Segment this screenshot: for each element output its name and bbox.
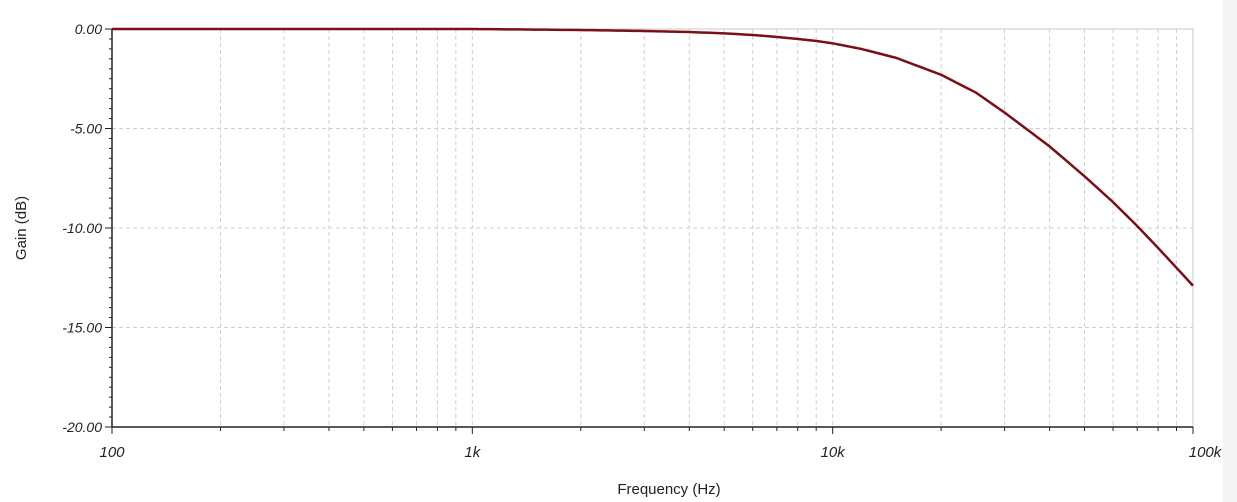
y-tick-label: -15.00 <box>62 320 102 336</box>
x-tick-label: 100k <box>1189 444 1223 461</box>
tick-labels: 0.00 -5.00 -10.00 -15.00 -20.00 100 1k 10k 100k <box>62 21 1222 461</box>
axes <box>105 28 1194 434</box>
scrollbar-track[interactable] <box>1223 0 1237 502</box>
x-tick-label: 100 <box>99 444 125 461</box>
y-tick-label: -10.00 <box>62 220 102 236</box>
series-line <box>112 27 1194 287</box>
y-tick-label: -5.00 <box>70 121 102 137</box>
y-axis-title: Gain (dB) <box>13 196 30 260</box>
y-tick-label: -20.00 <box>62 419 102 435</box>
series-layer <box>112 27 1194 287</box>
grid <box>112 28 1193 427</box>
x-tick-label: 10k <box>821 444 847 461</box>
x-axis-title: Frequency (Hz) <box>617 481 720 498</box>
y-tick-label: 0.00 <box>75 21 102 37</box>
x-tick-label: 1k <box>464 444 481 461</box>
